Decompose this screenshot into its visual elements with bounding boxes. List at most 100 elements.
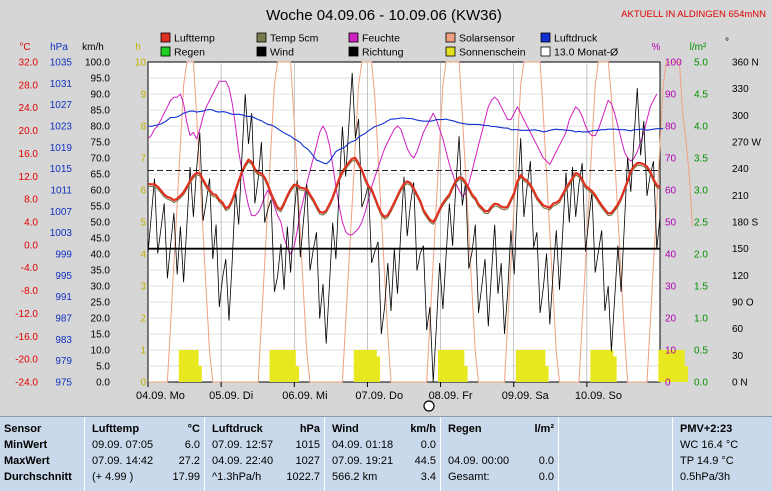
location-note: AKTUELL IN ALDINGEN 654mNN (621, 9, 766, 20)
sunshine-bar (369, 350, 374, 382)
sunshine-bar (376, 356, 381, 382)
regen-total-label: Gesamt: (448, 471, 490, 483)
regen-head: Regen (448, 423, 482, 435)
wind-line (147, 72, 661, 383)
lufttemp-min-time: 09.09. 07:05 (92, 439, 154, 451)
tick-degree: 60 (732, 324, 744, 335)
regen-row2-time: 04.09. 00:00 (448, 455, 510, 467)
regen-unit: l/m² (534, 423, 554, 435)
tick-hpa: 1011 (50, 186, 72, 197)
wind-max-time: 07.09. 19:21 (332, 455, 394, 467)
tick-kmh: 30.0 (91, 282, 111, 293)
legend-label: Luftdruck (554, 33, 598, 45)
tick-kmh: 60.0 (91, 186, 111, 197)
luftdruck-trend: ^1.3hPa/h (212, 471, 262, 483)
tick-percent: 20 (665, 314, 677, 325)
reference-lines (148, 170, 660, 250)
lufttemp-unit: °C (187, 423, 200, 435)
tick-hpa: 1023 (50, 122, 73, 133)
tick-lm2: 2.5 (694, 218, 708, 229)
sunshine-bar (674, 350, 679, 382)
lufttemp-avg-note: (+ 4.99 ) (92, 471, 134, 483)
luftdruck-unit: hPa (299, 423, 320, 435)
tick-hours: 7 (140, 154, 146, 165)
tick-percent: 40 (665, 250, 677, 261)
tick-hours: 1 (140, 346, 146, 357)
sunshine-bar (541, 350, 546, 382)
tick-hours: 8 (140, 122, 146, 133)
tick-hours: 0 (140, 378, 146, 389)
sunshine-bar (191, 350, 196, 382)
wind-min-time: 04.09. 01:18 (332, 439, 394, 451)
tick-degree: 300 (732, 111, 749, 122)
sunshine-bar (363, 350, 368, 382)
legend-label: 13.0 Monat-Ø (554, 47, 618, 59)
sunshine-bar (182, 350, 186, 382)
tick-degree: 0 N (732, 378, 748, 389)
sunshine-bar (658, 350, 663, 382)
tick-degree: 210 (732, 191, 749, 202)
feuchte-series (147, 80, 658, 255)
right-axes: 10090807060504030201005.04.54.03.53.02.5… (665, 58, 761, 389)
tick-percent: 100 (665, 58, 682, 69)
tick-degree: 180 S (732, 218, 758, 229)
tick-lm2: 3.5 (694, 154, 708, 165)
tick-kmh: 40.0 (91, 250, 111, 261)
tick-hpa: 979 (55, 356, 72, 367)
legend-swatch (256, 32, 267, 43)
x-tick-label: 09.09. Sa (502, 390, 550, 402)
x-tick-label: 08.09. Fr (429, 390, 473, 402)
tick-celsius: -16.0 (15, 332, 38, 343)
tick-kmh: 15.0 (91, 330, 111, 341)
tick-lm2: 0.5 (694, 346, 708, 357)
sunshine-bar (522, 350, 526, 382)
tick-kmh: 95.0 (91, 74, 111, 85)
wind-unit: km/h (410, 423, 436, 435)
legend-label: Sonnenschein (459, 47, 526, 59)
sunshine-bar (457, 350, 462, 382)
tick-degree: 150 (732, 244, 749, 255)
tick-celsius: 0.0 (24, 240, 38, 251)
sunshine-bar (671, 350, 675, 382)
tick-hpa: 975 (55, 378, 72, 389)
scroll-handle[interactable] (423, 400, 435, 412)
stats-table: Sensor MinWert MaxWert Durchschnitt Luft… (0, 416, 772, 491)
tick-percent: 50 (665, 218, 677, 229)
sensor-max: MaxWert (4, 455, 50, 467)
sunshine-bar (188, 350, 193, 382)
tick-kmh: 45.0 (91, 234, 111, 245)
sensor-head: Sensor (4, 423, 42, 435)
tick-hpa: 999 (55, 250, 72, 261)
sunshine-bar (269, 350, 274, 382)
grid (148, 62, 660, 382)
tick-hpa: 987 (55, 314, 72, 325)
luftdruck-max-value: 1027 (295, 455, 320, 467)
wind-head: Wind (332, 423, 359, 435)
tick-degree: 30 (732, 351, 744, 362)
wind-series (147, 72, 661, 383)
tick-percent: 30 (665, 282, 677, 293)
wind-min-value: 0.0 (420, 439, 436, 451)
sunshine-bar (596, 350, 601, 382)
sunshine-bar (528, 350, 533, 382)
sunshine-bar (288, 350, 293, 382)
legend-swatch (540, 46, 551, 57)
legend-swatch (348, 46, 359, 57)
sunshine-bar (544, 366, 549, 382)
unit-lm2: l/m² (690, 42, 707, 53)
pmv-windchill: WC 16.4 °C (680, 439, 739, 451)
tick-celsius: 28.0 (19, 80, 39, 91)
col-pmv: PMV+2:23 WC 16.4 °C TP 14.9 °C 0.5hPa/3h (676, 417, 772, 491)
lufttemp-min-value: 6.0 (184, 439, 200, 451)
tick-kmh: 35.0 (91, 266, 111, 277)
sunshine-bar (373, 350, 377, 382)
sensor-avg: Durchschnitt (4, 471, 72, 483)
sunshine-bar (538, 350, 543, 382)
left-axes: 32.028.024.020.016.012.08.04.00.0-4.0-8.… (15, 58, 146, 389)
legend-label: Feuchte (362, 33, 400, 45)
lufttemp-max-time: 07.09. 14:42 (92, 455, 154, 467)
sunshine-bar (441, 350, 445, 382)
tick-celsius: 32.0 (19, 58, 39, 69)
sunshine-bar (463, 366, 468, 382)
sunshine-bar (664, 350, 669, 382)
